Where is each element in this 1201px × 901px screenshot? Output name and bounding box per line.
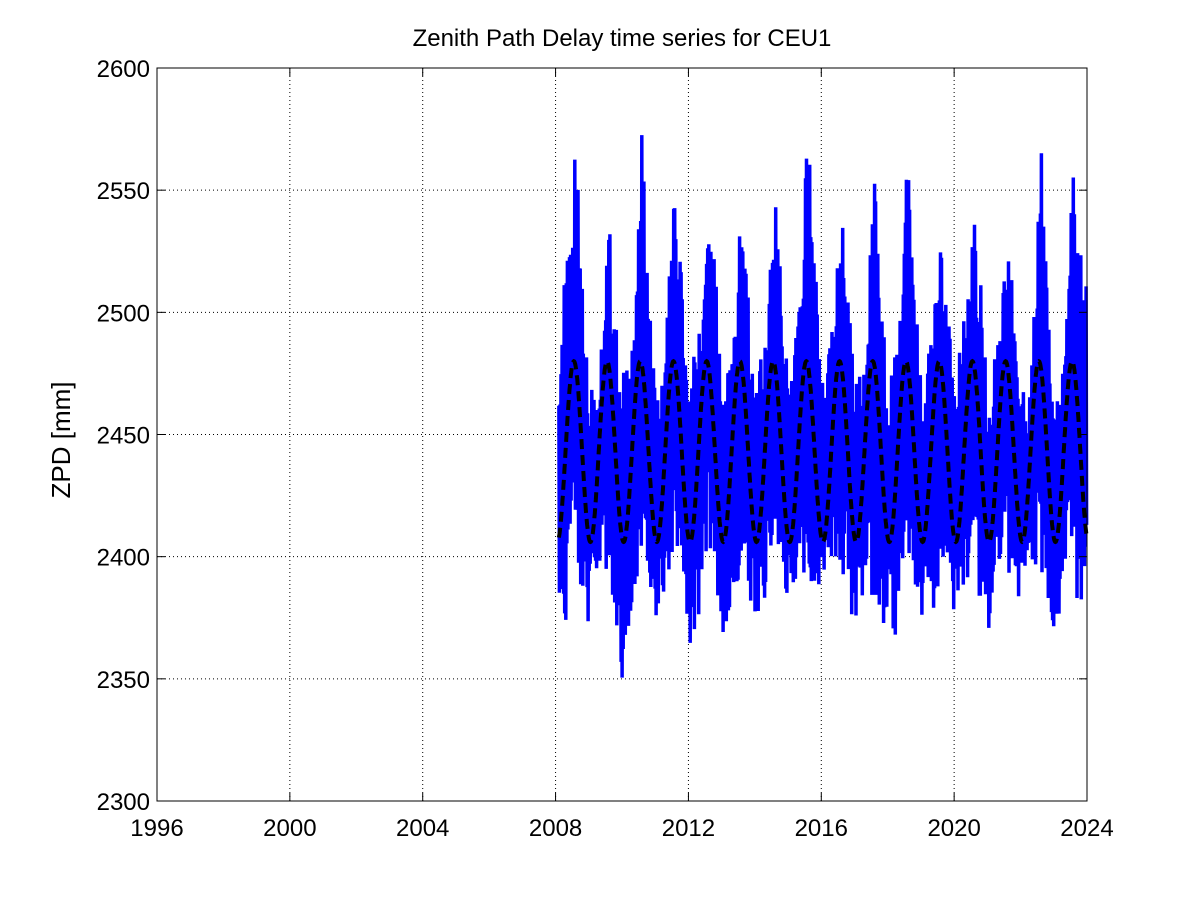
y-tick-label: 2350 (97, 667, 150, 694)
model-fit-series (556, 358, 1089, 545)
y-tick-label: 2550 (97, 178, 150, 205)
x-tick-label: 2016 (795, 815, 848, 842)
data-series (556, 135, 1089, 678)
y-tick-label: 2400 (97, 545, 150, 572)
x-tick-label: 2024 (1060, 815, 1113, 842)
chart-title: Zenith Path Delay time series for CEU1 (413, 25, 832, 52)
y-tick-label: 2500 (97, 300, 150, 327)
x-tick-label: 2012 (662, 815, 715, 842)
y-axis-ticks: 2300 2350 2400 2450 2500 2550 2600 (97, 56, 1087, 816)
x-tick-label: 2004 (396, 815, 449, 842)
x-tick-label: 1996 (130, 815, 183, 842)
x-tick-label: 2008 (529, 815, 582, 842)
y-axis-label: ZPD [mm] (46, 382, 76, 499)
y-tick-label: 2600 (97, 56, 150, 83)
x-axis-ticks: 1996 2000 2004 2008 2012 2016 2020 2024 (130, 68, 1114, 842)
y-tick-label: 2300 (97, 789, 150, 816)
y-tick-label: 2450 (97, 423, 150, 450)
x-tick-label: 2020 (927, 815, 980, 842)
x-tick-label: 2000 (263, 815, 316, 842)
